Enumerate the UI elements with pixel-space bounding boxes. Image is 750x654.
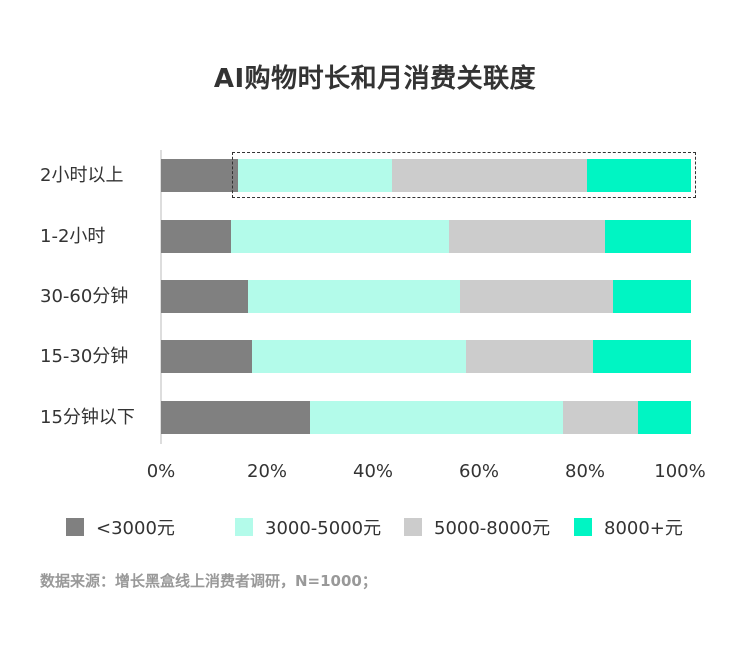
- legend-item: 5000-8000元: [404, 515, 550, 539]
- bar-segment: [247, 280, 460, 313]
- bar-segment: [605, 220, 691, 253]
- legend-label: <3000元: [96, 518, 175, 539]
- legend-label: 5000-8000元: [434, 518, 551, 539]
- legend-swatch: [404, 518, 422, 536]
- bar-segment: [459, 280, 614, 313]
- bar-segment: [586, 159, 691, 192]
- stacked-bar: [161, 159, 691, 192]
- bar-segment: [161, 401, 311, 434]
- bar-segment: [161, 159, 238, 192]
- source-note: 数据来源：增长黑盒线上消费者调研，N=1000；: [40, 572, 377, 590]
- bar-segment: [161, 340, 252, 373]
- category-label: 2小时以上: [40, 165, 124, 186]
- bar-segment: [613, 280, 691, 313]
- highlight-box: [232, 152, 696, 198]
- legend: <3000元 3000-5000元 5000-8000元 8000+元: [0, 515, 750, 539]
- category-label: 1-2小时: [40, 226, 106, 247]
- x-tick: 0%: [146, 461, 176, 482]
- bar-segment: [562, 401, 638, 434]
- bar-segment: [237, 159, 393, 192]
- bar-segment: [251, 340, 466, 373]
- stacked-bar: [161, 340, 691, 373]
- legend-swatch: [66, 518, 84, 536]
- stacked-bar: [161, 401, 691, 434]
- x-tick: 80%: [564, 461, 606, 482]
- legend-item: 3000-5000元: [235, 515, 381, 539]
- category-label: 15分钟以下: [40, 407, 135, 428]
- legend-label: 3000-5000元: [265, 518, 382, 539]
- legend-item: <3000元: [66, 515, 175, 539]
- x-tick: 60%: [458, 461, 500, 482]
- stacked-bar: [161, 220, 691, 253]
- bar-segment: [392, 159, 587, 192]
- stacked-bar: [161, 280, 691, 313]
- legend-item: 8000+元: [574, 515, 683, 539]
- bar-segment: [448, 220, 606, 253]
- legend-label: 8000+元: [604, 518, 683, 539]
- bar-segment: [637, 401, 691, 434]
- bar-segment: [593, 340, 691, 373]
- category-label: 30-60分钟: [40, 286, 129, 307]
- x-tick: 40%: [352, 461, 394, 482]
- x-tick: 20%: [246, 461, 288, 482]
- bar-segment: [310, 401, 563, 434]
- bar-segment: [465, 340, 594, 373]
- bar-segment: [161, 280, 248, 313]
- bar-segment: [230, 220, 449, 253]
- legend-swatch: [574, 518, 592, 536]
- legend-swatch: [235, 518, 253, 536]
- category-label: 15-30分钟: [40, 346, 129, 367]
- x-tick: 100%: [654, 461, 706, 482]
- chart-title: AI购物时长和月消费关联度: [213, 64, 537, 94]
- bar-segment: [161, 220, 231, 253]
